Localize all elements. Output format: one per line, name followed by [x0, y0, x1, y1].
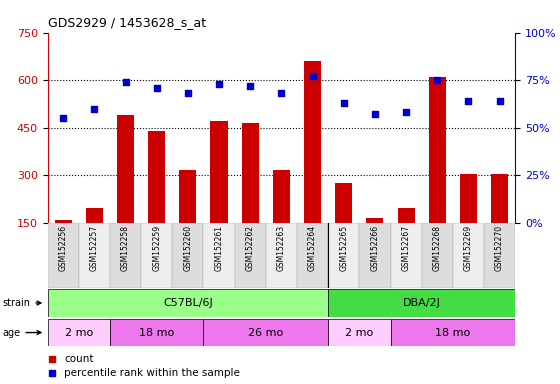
Bar	[390, 223, 422, 288]
Text: GSM152265: GSM152265	[339, 225, 348, 271]
Point	[59, 115, 68, 121]
Text: GSM152257: GSM152257	[90, 225, 99, 271]
Text: age: age	[2, 328, 41, 338]
Bar	[86, 209, 103, 223]
Point	[277, 90, 286, 96]
Bar	[273, 170, 290, 223]
Point	[121, 79, 130, 85]
Point	[152, 85, 161, 91]
Bar	[460, 174, 477, 223]
Point	[246, 83, 255, 89]
Bar	[235, 223, 266, 288]
Point	[402, 109, 410, 116]
Text: GSM152264: GSM152264	[308, 225, 317, 271]
Bar	[297, 223, 328, 288]
Bar	[304, 61, 321, 223]
Text: 18 mo: 18 mo	[435, 328, 470, 338]
Text: GDS2929 / 1453628_s_at: GDS2929 / 1453628_s_at	[48, 16, 206, 29]
Text: 2 mo: 2 mo	[64, 328, 93, 338]
Bar	[117, 115, 134, 223]
Point	[495, 98, 504, 104]
Bar	[203, 319, 328, 346]
Text: 18 mo: 18 mo	[139, 328, 174, 338]
Bar	[110, 319, 203, 346]
Text: percentile rank within the sample: percentile rank within the sample	[64, 368, 240, 378]
Bar	[172, 223, 203, 288]
Text: GSM152268: GSM152268	[433, 225, 442, 271]
Text: DBA/2J: DBA/2J	[403, 298, 441, 308]
Point	[339, 100, 348, 106]
Bar	[429, 77, 446, 223]
Point	[90, 106, 99, 112]
Bar	[48, 319, 110, 346]
Bar	[453, 223, 484, 288]
Bar	[148, 131, 165, 223]
Text: GSM152256: GSM152256	[59, 225, 68, 271]
Bar	[335, 183, 352, 223]
Bar	[422, 223, 453, 288]
Text: GSM152269: GSM152269	[464, 225, 473, 271]
Bar	[366, 218, 384, 223]
Point	[308, 73, 317, 79]
Bar	[211, 121, 227, 223]
Bar	[328, 223, 360, 288]
Bar	[328, 319, 390, 346]
Bar	[48, 289, 328, 317]
Bar	[48, 223, 79, 288]
Point	[183, 90, 193, 96]
Text: strain: strain	[2, 298, 41, 308]
Bar	[491, 174, 508, 223]
Text: GSM152260: GSM152260	[183, 225, 193, 271]
Bar	[79, 223, 110, 288]
Text: 2 mo: 2 mo	[345, 328, 374, 338]
Text: GSM152259: GSM152259	[152, 225, 161, 271]
Point	[433, 77, 442, 83]
Bar	[203, 223, 235, 288]
Text: GSM152261: GSM152261	[214, 225, 223, 271]
Point	[214, 81, 223, 87]
Text: 26 mo: 26 mo	[248, 328, 283, 338]
Bar	[179, 170, 197, 223]
Point	[370, 111, 379, 118]
Text: C57BL/6J: C57BL/6J	[163, 298, 213, 308]
Bar	[55, 220, 72, 223]
Text: GSM152267: GSM152267	[402, 225, 410, 271]
Text: GSM152258: GSM152258	[121, 225, 130, 271]
Text: GSM152270: GSM152270	[495, 225, 504, 271]
Bar	[110, 223, 141, 288]
Text: GSM152263: GSM152263	[277, 225, 286, 271]
Bar	[484, 223, 515, 288]
Bar	[398, 209, 414, 223]
Text: GSM152262: GSM152262	[246, 225, 255, 271]
Text: count: count	[64, 354, 94, 364]
Bar	[141, 223, 172, 288]
Bar	[328, 289, 515, 317]
Text: GSM152266: GSM152266	[370, 225, 380, 271]
Bar	[390, 319, 515, 346]
Bar	[360, 223, 390, 288]
Bar	[242, 123, 259, 223]
Bar	[266, 223, 297, 288]
Point	[464, 98, 473, 104]
